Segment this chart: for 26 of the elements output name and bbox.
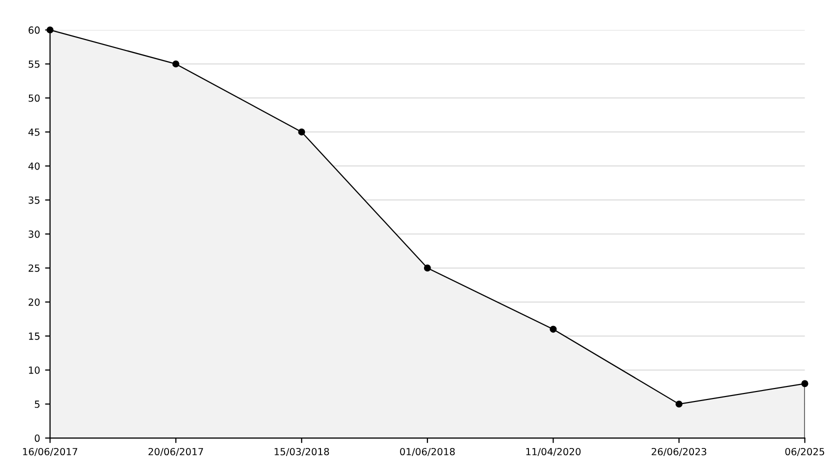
y-tick-label: 45 [28,128,40,136]
y-tick-label: 15 [29,332,40,340]
point [172,60,180,68]
point [550,326,557,333]
point [424,264,431,272]
y-tick-label: 10 [29,366,40,374]
y-tick-label: 55 [28,60,40,68]
x-tick-label: 26/06/2023 [652,448,706,456]
x-tick-label: 20/06/2017 [148,448,204,456]
point [298,128,306,136]
x-tick-label: 11/04/2020 [526,448,581,456]
point [676,400,682,408]
y-tick-label: 40 [28,162,40,170]
x-tick-label: 06/2025 [785,448,824,456]
point [801,380,808,388]
y-tick-label: 20 [28,298,40,306]
y-tick-label: 5 [34,400,40,408]
x-tick-label: 15/03/2018 [274,448,329,456]
y-tick-label: 50 [28,94,40,102]
y-tick-label: 30 [28,230,40,238]
x-tick-label: 01/06/2018 [400,448,455,456]
y-tick-label: 25 [28,264,40,272]
y-tick-label: 60 [28,26,40,34]
y-tick-label: 0 [34,434,40,442]
y-tick-label: 35 [28,196,40,204]
x-tick-label: 16/06/2017 [23,448,78,456]
